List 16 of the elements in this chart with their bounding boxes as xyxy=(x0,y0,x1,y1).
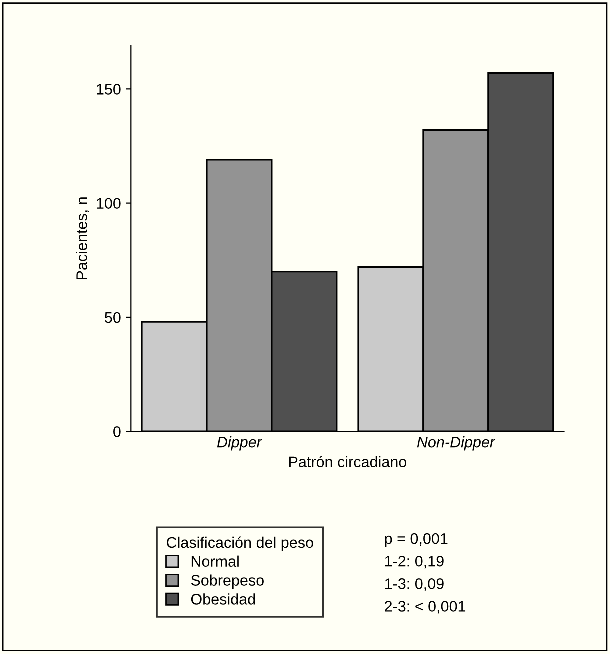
legend-label: Normal xyxy=(192,556,239,568)
y-tick-label: 150 xyxy=(97,84,121,95)
x-tick-label: Non-Dipper xyxy=(417,436,496,451)
text: 1-2: 0,19 xyxy=(385,556,444,569)
text: 1-3: 0,09 xyxy=(385,578,444,592)
legend-label: Obesidad xyxy=(191,594,256,605)
y-tick-label: 0 xyxy=(114,426,121,438)
x-tick-label: Dipper xyxy=(217,436,262,451)
y-tick-label: 100 xyxy=(97,198,121,210)
x-axis-title: Patrón circadiano xyxy=(290,456,407,468)
legend-label: Sobrepeso xyxy=(191,574,264,589)
y-tick-label: 50 xyxy=(105,312,121,324)
y-axis-title: Pacientes, n xyxy=(76,198,90,280)
text: p = 0,001 xyxy=(385,533,448,548)
legend-title: Clasificación del peso xyxy=(167,536,314,552)
text: 2-3: < 0,001 xyxy=(385,601,466,614)
